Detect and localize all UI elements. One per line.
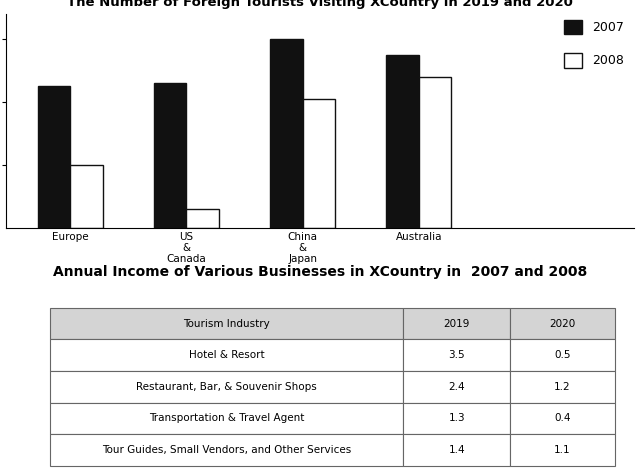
Bar (403, 434, 510, 465)
Title: The Number of Foreign Tourists Visiting XCountry in 2019 and 2020: The Number of Foreign Tourists Visiting … (67, 0, 573, 9)
Bar (386, 55, 419, 228)
Bar (403, 308, 510, 339)
Bar (510, 434, 615, 465)
Text: Transportation & Travel Agent: Transportation & Travel Agent (149, 413, 305, 423)
Bar (510, 339, 615, 371)
Bar (510, 308, 615, 339)
Bar (510, 371, 615, 403)
Text: Tour Guides, Small Vendors, and Other Services: Tour Guides, Small Vendors, and Other Se… (102, 445, 351, 455)
Bar (270, 39, 303, 228)
Bar (70, 165, 103, 228)
Bar (186, 209, 219, 228)
Text: 1.4: 1.4 (449, 445, 465, 455)
Text: 1.2: 1.2 (554, 382, 571, 392)
Bar (51, 371, 403, 403)
Text: Restaurant, Bar, & Souvenir Shops: Restaurant, Bar, & Souvenir Shops (136, 382, 317, 392)
Legend: 2007, 2008: 2007, 2008 (561, 16, 627, 71)
Bar (51, 403, 403, 434)
Text: 0.5: 0.5 (554, 350, 571, 360)
Text: 3.5: 3.5 (449, 350, 465, 360)
Bar (403, 371, 510, 403)
Bar (403, 403, 510, 434)
Text: 2019: 2019 (444, 319, 470, 329)
Text: Tourism Industry: Tourism Industry (183, 319, 270, 329)
Text: 1.3: 1.3 (449, 413, 465, 423)
Text: 2020: 2020 (550, 319, 576, 329)
Text: 1.1: 1.1 (554, 445, 571, 455)
Bar (51, 339, 403, 371)
Bar (419, 77, 451, 228)
Bar (154, 83, 186, 228)
Bar (51, 308, 403, 339)
Bar (51, 434, 403, 465)
Bar (303, 99, 335, 228)
Bar (403, 339, 510, 371)
Bar (38, 86, 70, 228)
Text: 2.4: 2.4 (449, 382, 465, 392)
Text: Annual Income of Various Businesses in XCountry in  2007 and 2008: Annual Income of Various Businesses in X… (53, 265, 587, 279)
Text: Hotel & Resort: Hotel & Resort (189, 350, 264, 360)
Bar (510, 403, 615, 434)
Text: 0.4: 0.4 (554, 413, 571, 423)
